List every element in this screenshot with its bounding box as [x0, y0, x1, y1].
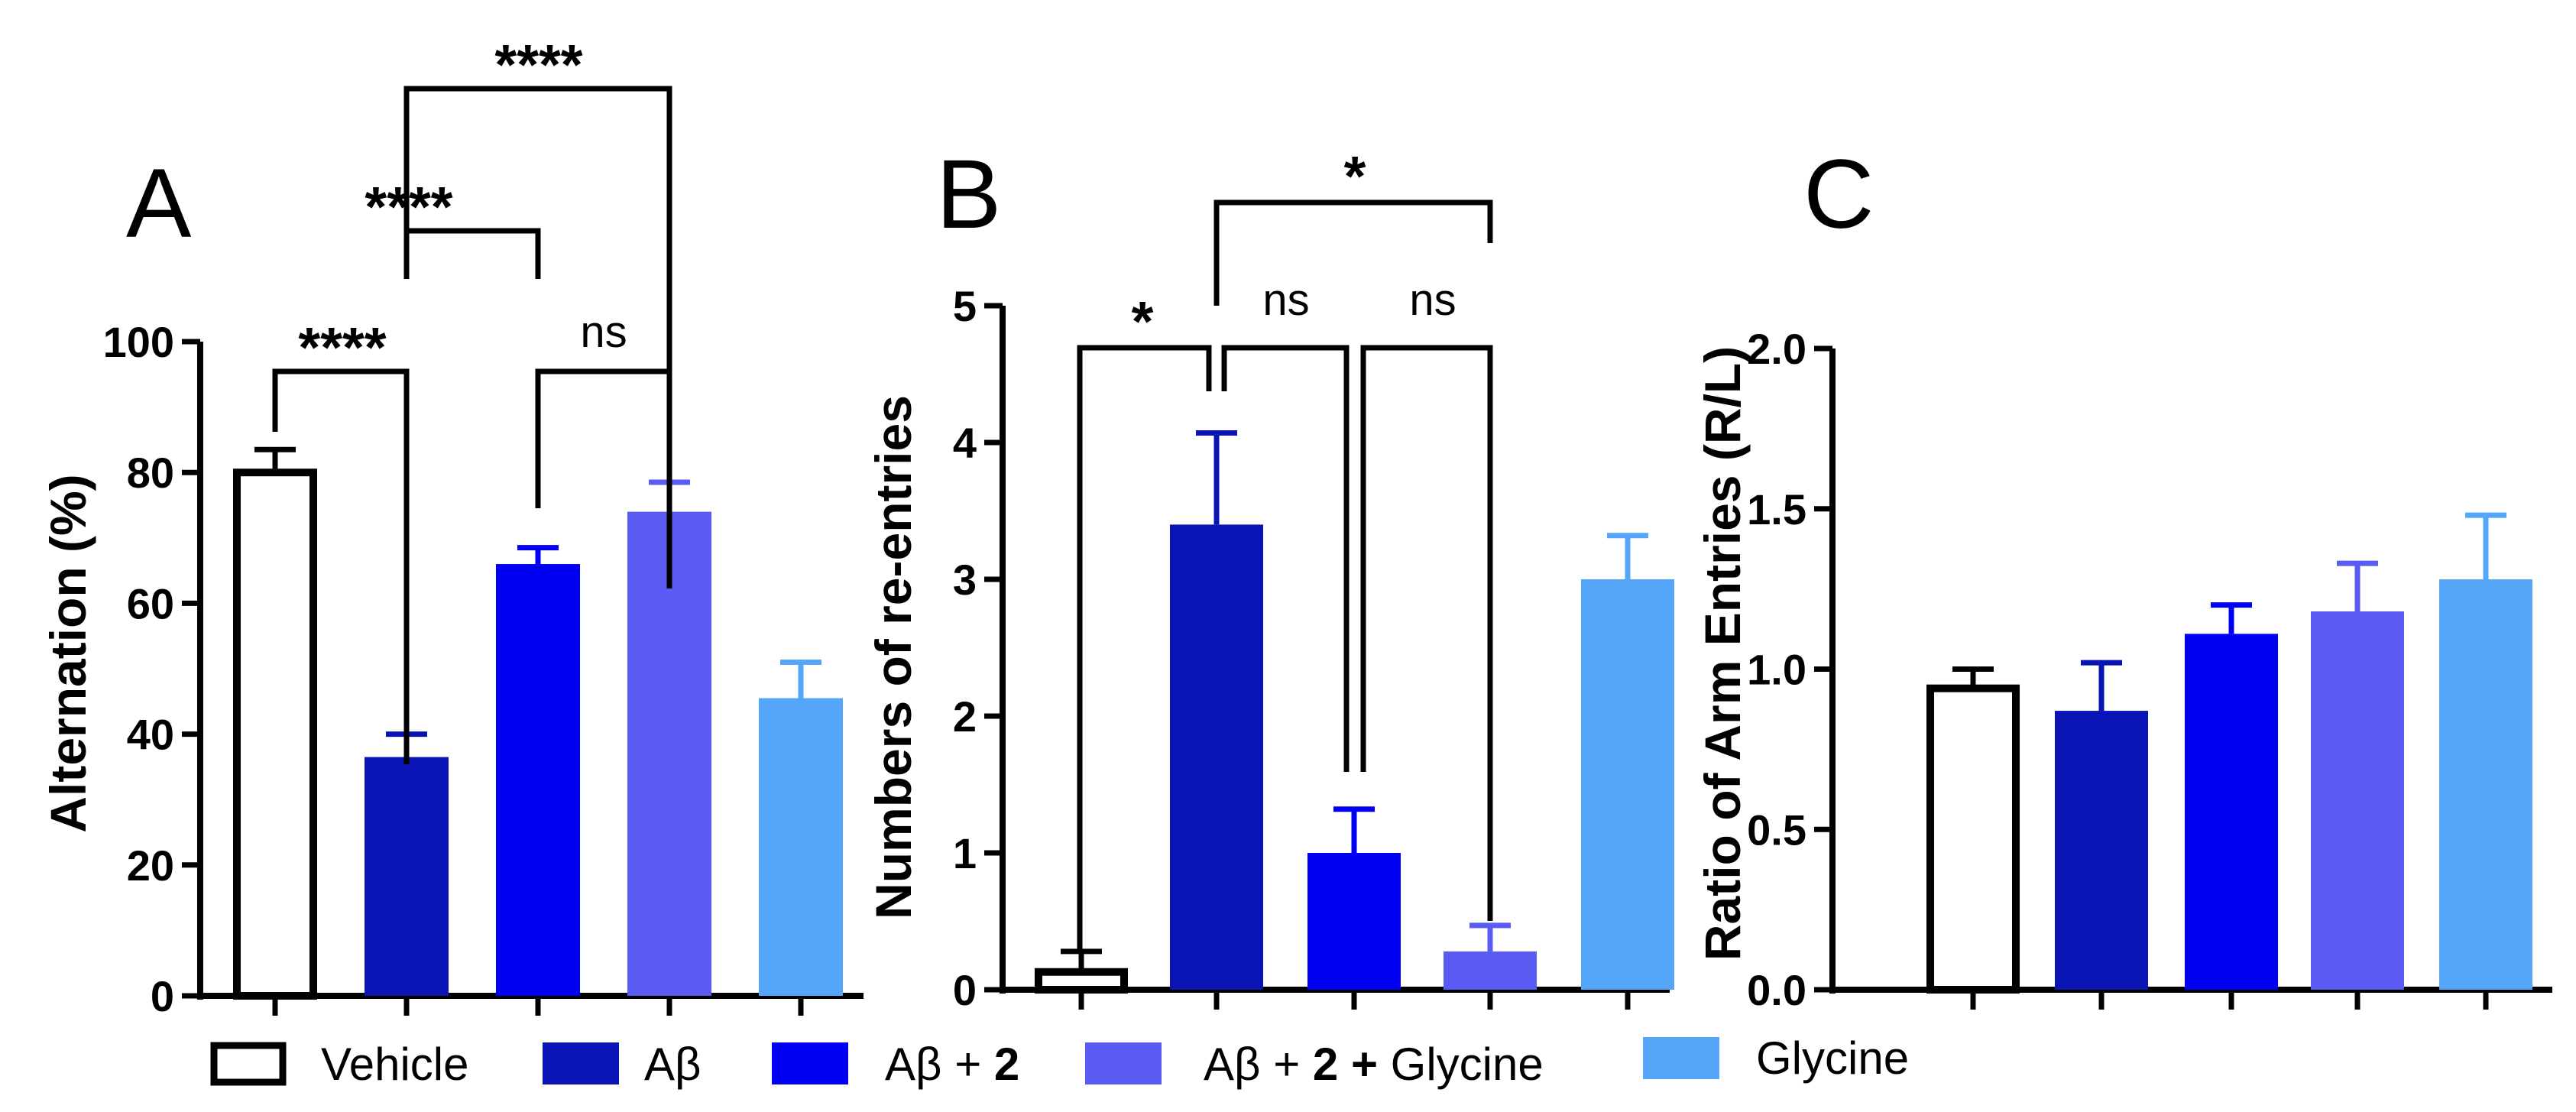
legend-label-abeta: Aβ	[644, 1039, 702, 1090]
panel-b-y-tick-label: 2	[953, 692, 977, 741]
panel-a-sig-bracket-2	[403, 228, 541, 279]
legend-label-abeta-2-glycine-suffix: Glycine	[1378, 1039, 1544, 1090]
legend-swatch-glycine	[1643, 1037, 1719, 1079]
panel-b-sig-bracket-0	[1077, 345, 1212, 952]
panel-c-bar-abeta	[2055, 711, 2148, 990]
panel-a-y-tick-label: 100	[103, 318, 174, 366]
panel-b-bar-glycine	[1581, 579, 1674, 990]
panel-b-sig-label-1: ns	[1262, 275, 1309, 325]
legend-label-abeta-2: Aβ + 2	[885, 1039, 1019, 1090]
panel-b-bar-abeta-2	[1307, 853, 1401, 990]
panel-b: B Numbers of re-entries 0 1 2 3 4 5 * ns ns *	[865, 140, 1674, 1014]
panel-letter-a: A	[126, 149, 192, 258]
panel-b-plot: 0 1 2 3 4 5 * ns ns *	[953, 144, 1674, 1014]
panel-b-sig-bracket-2	[1360, 345, 1493, 921]
legend-label-abeta-2-glycine: Aβ + 2 + Glycine	[1204, 1039, 1544, 1090]
panel-a-sig-label-0: ****	[298, 316, 386, 379]
panel-a-bar-vehicle	[233, 468, 317, 1000]
panel-a-bar-abeta-2-glycine	[627, 511, 711, 996]
panel-b-sig-label-2: ns	[1409, 275, 1456, 325]
panel-c: C Ratio of Arm Entries (R/L) 0.0 0.5 1.0 1.…	[1694, 140, 2552, 1014]
panel-b-bar-vehicle	[1035, 968, 1128, 994]
panel-c-bar-abeta-2-glycine	[2311, 611, 2404, 990]
panel-a-bar-glycine	[759, 698, 843, 996]
panel-a-sig-bracket-3	[403, 86, 672, 588]
panel-a-sig-bracket-1	[535, 368, 672, 508]
panel-letter-b: B	[936, 140, 1001, 249]
legend-label-abeta-2-glycine-text: Aβ +	[1204, 1039, 1313, 1090]
panel-a-y-axis-label: Alternation (%)	[40, 474, 96, 832]
panel-b-y-tick-label: 4	[953, 419, 977, 467]
panel-b-bar-abeta-2-glycine	[1444, 951, 1537, 990]
panel-c-bar-abeta-2	[2185, 634, 2278, 990]
panel-a-bar-abeta	[365, 757, 449, 996]
panel-a: A Alternation (%) 0 20 40 60 80 100 **** ns ****…	[40, 33, 864, 1020]
panel-c-plot: 0.0 0.5 1.0 1.5 2.0	[1747, 325, 2552, 1014]
panel-c-y-tick-label: 2.0	[1747, 325, 1806, 373]
panel-a-sig-label-1: ns	[580, 307, 627, 357]
panel-c-y-tick-label: 1.0	[1747, 646, 1806, 694]
panel-c-y-tick-label: 0.0	[1747, 966, 1806, 1014]
panel-b-y-axis-label: Numbers of re-entries	[865, 395, 922, 919]
panel-b-y-tick-label: 0	[953, 966, 977, 1014]
legend-label-abeta-2-glycine-bold: 2 +	[1313, 1039, 1378, 1090]
panel-c-y-tick-label: 0.5	[1747, 806, 1806, 854]
panel-a-y-tick-label: 40	[127, 711, 174, 759]
panel-a-y-tick-label: 80	[127, 449, 174, 497]
panel-c-y-tick-label: 1.5	[1747, 485, 1806, 533]
legend-label-abeta-2-text: Aβ +	[885, 1039, 994, 1090]
panel-c-y-axis-label: Ratio of Arm Entries (R/L)	[1694, 346, 1751, 961]
panel-letter-c: C	[1803, 140, 1874, 249]
panel-c-bar-vehicle	[1926, 684, 2020, 994]
legend-label-vehicle: Vehicle	[321, 1039, 468, 1090]
panel-a-bar-abeta-2	[496, 564, 580, 996]
legend: Vehicle Aβ Aβ + 2 Aβ + 2 + Glycine Glyci…	[210, 1033, 1909, 1090]
panel-b-sig-bracket-3	[1213, 199, 1493, 306]
legend-swatch-vehicle	[210, 1042, 287, 1086]
panel-b-sig-label-3: *	[1344, 144, 1366, 208]
panel-a-y-tick-label: 60	[127, 579, 174, 627]
panel-b-bar-abeta	[1170, 524, 1263, 990]
panel-b-sig-bracket-1	[1221, 345, 1350, 772]
legend-swatch-abeta-2	[772, 1042, 848, 1084]
panel-a-sig-bracket-0	[272, 368, 410, 764]
panel-b-y-tick-label: 5	[953, 282, 977, 330]
panel-a-y-tick-label: 20	[127, 841, 174, 890]
panel-a-y-tick-label: 0	[151, 972, 174, 1020]
legend-swatch-abeta-2-glycine	[1085, 1042, 1162, 1084]
legend-label-abeta-2-bold: 2	[994, 1039, 1019, 1090]
panel-b-sig-label-0: *	[1132, 290, 1154, 353]
legend-label-glycine: Glycine	[1756, 1033, 1909, 1084]
panel-c-bar-glycine	[2439, 579, 2532, 990]
panel-a-sig-label-3: ****	[494, 33, 582, 96]
panel-b-y-tick-label: 1	[953, 829, 977, 877]
panel-b-y-tick-label: 3	[953, 556, 977, 604]
legend-swatch-abeta	[543, 1042, 619, 1084]
